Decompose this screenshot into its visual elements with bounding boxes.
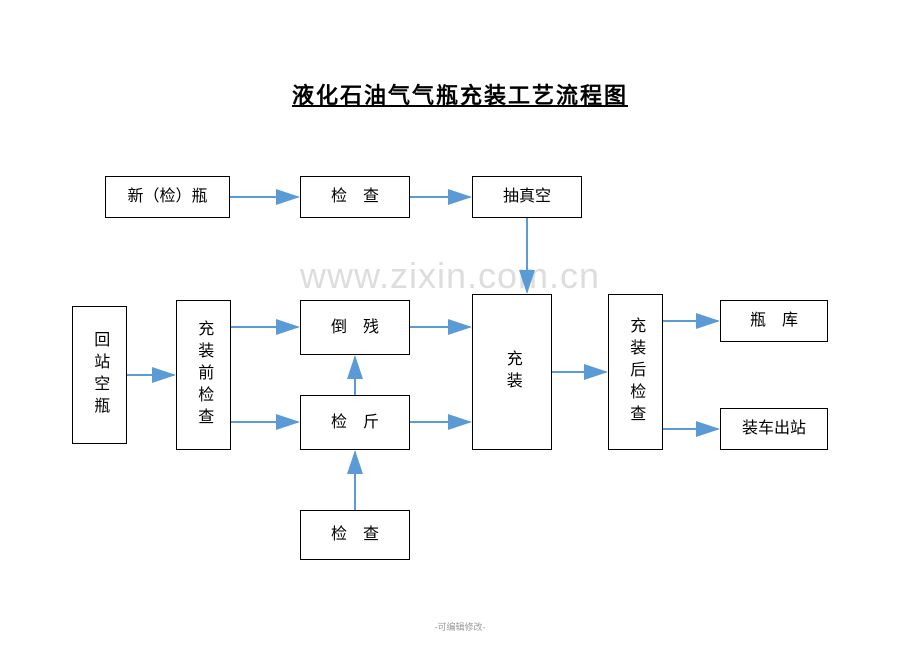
node-label: 充装前检查: [191, 320, 217, 430]
node-store: 瓶 库: [720, 300, 828, 342]
node-label: 瓶 库: [750, 308, 798, 334]
node-label: 倒 残: [331, 315, 379, 341]
node-return_empty: 回站空瓶: [72, 306, 127, 444]
node-label: 检 查: [331, 522, 379, 548]
node-label: 回站空瓶: [87, 331, 113, 419]
node-inspect_top: 检 查: [300, 176, 410, 218]
page-title: 液化石油气气瓶充装工艺流程图: [292, 78, 628, 110]
node-weigh: 检 斤: [300, 395, 410, 450]
node-label: 检 查: [331, 184, 379, 210]
node-inspect_bot: 检 查: [300, 510, 410, 560]
footer-text: -可编辑修改-: [435, 620, 486, 633]
node-vacuum: 抽真空: [472, 176, 582, 218]
node-label: 检 斤: [331, 410, 379, 436]
node-label: 充装后检查: [623, 317, 649, 427]
node-label: 新（检）瓶: [127, 184, 207, 210]
node-post_check: 充装后检查: [608, 294, 663, 450]
node-new_bottle: 新（检）瓶: [105, 176, 230, 218]
node-label: 充装: [499, 350, 525, 394]
node-ship: 装车出站: [720, 408, 828, 450]
watermark: www.zixin.com.cn: [300, 255, 600, 297]
node-pour: 倒 残: [300, 300, 410, 355]
node-fill: 充装: [472, 294, 552, 450]
node-pre_check: 充装前检查: [176, 300, 231, 450]
node-label: 抽真空: [503, 184, 551, 210]
node-label: 装车出站: [742, 416, 806, 442]
